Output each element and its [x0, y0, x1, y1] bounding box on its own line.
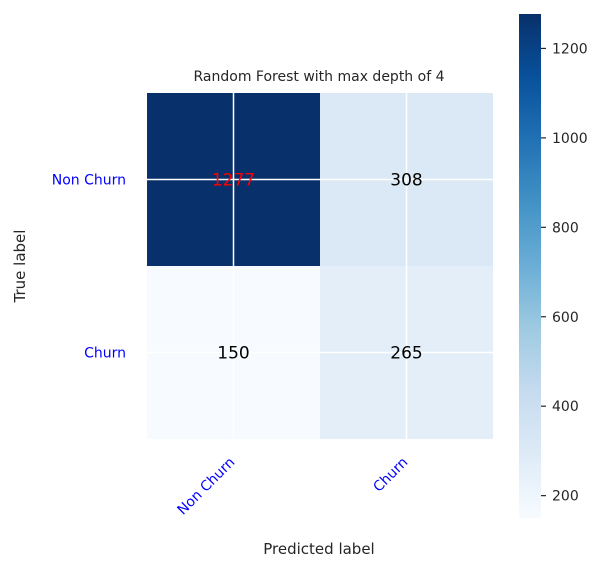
chart-title: Random Forest with max depth of 4 [194, 69, 445, 85]
gridlines [147, 93, 493, 439]
x-tick-label: Churn [370, 455, 411, 496]
cell-value-labels: 1277 308 150 265 [212, 171, 423, 364]
colorbar-tick-label: 200 [552, 489, 579, 505]
colorbar [519, 14, 541, 518]
cell-value-label: 150 [217, 344, 249, 364]
colorbar-tick-label: 600 [552, 310, 579, 326]
x-tick-labels: Non Churn Churn [175, 455, 412, 519]
x-axis-label: Predicted label [263, 540, 374, 558]
cell-value-label: 308 [390, 171, 422, 191]
x-tick-label: Non Churn [175, 455, 239, 519]
colorbar-tick-label: 1000 [552, 131, 588, 147]
colorbar-ticks: 200 400 600 800 1000 1200 [541, 41, 588, 505]
cell-value-label: 1277 [212, 171, 255, 191]
y-axis-label: True label [11, 230, 29, 304]
y-tick-label: Churn [84, 346, 126, 362]
y-tick-labels: Non Churn Churn [52, 173, 126, 362]
colorbar-tick-label: 800 [552, 220, 579, 236]
cell-value-label: 265 [390, 344, 422, 364]
colorbar-tick-label: 400 [552, 399, 579, 415]
colorbar-tick-label: 1200 [552, 41, 588, 57]
y-tick-label: Non Churn [52, 173, 126, 189]
heatmap-cells [147, 93, 493, 439]
